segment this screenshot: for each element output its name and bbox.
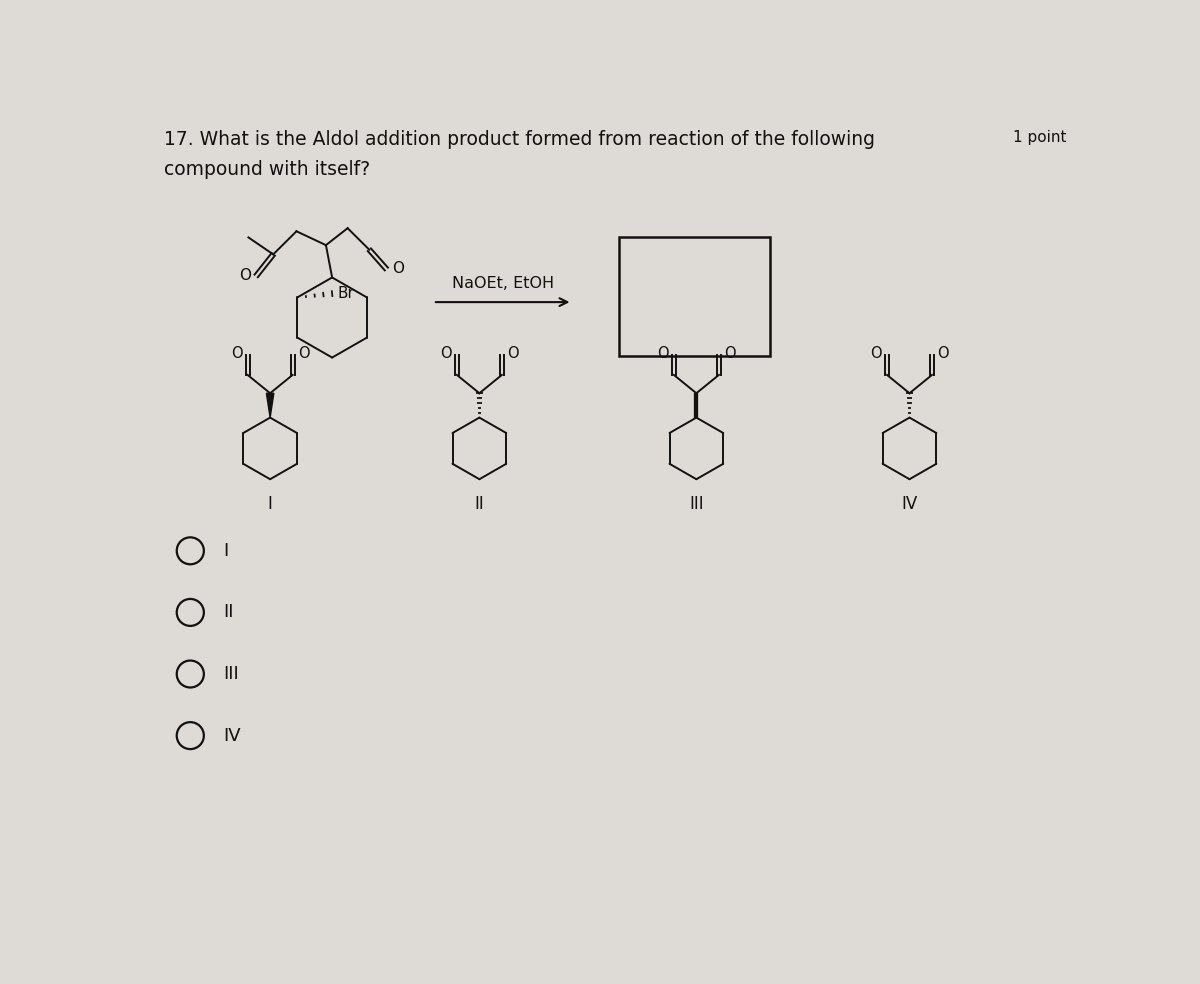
Text: IV: IV: [223, 726, 240, 745]
Text: O: O: [937, 345, 949, 360]
Text: 17. What is the Aldol addition product formed from reaction of the following: 17. What is the Aldol addition product f…: [164, 131, 875, 150]
Text: O: O: [658, 345, 668, 360]
Text: O: O: [506, 345, 518, 360]
Text: O: O: [239, 269, 251, 283]
Text: IV: IV: [901, 495, 918, 513]
Text: III: III: [689, 495, 703, 513]
Text: compound with itself?: compound with itself?: [164, 159, 370, 179]
Text: I: I: [268, 495, 272, 513]
Text: III: III: [223, 665, 239, 683]
Text: II: II: [223, 603, 233, 622]
Text: O: O: [440, 345, 452, 360]
Text: I: I: [223, 542, 228, 560]
Text: Br: Br: [337, 286, 354, 301]
Polygon shape: [266, 394, 274, 417]
Text: 1 point: 1 point: [1013, 131, 1066, 146]
Bar: [619, 237, 770, 356]
Text: O: O: [298, 345, 310, 360]
Text: O: O: [392, 262, 404, 277]
Text: NaOEt, EtOH: NaOEt, EtOH: [451, 277, 553, 291]
Text: O: O: [230, 345, 242, 360]
Text: O: O: [724, 345, 736, 360]
Text: O: O: [870, 345, 882, 360]
Text: II: II: [474, 495, 485, 513]
